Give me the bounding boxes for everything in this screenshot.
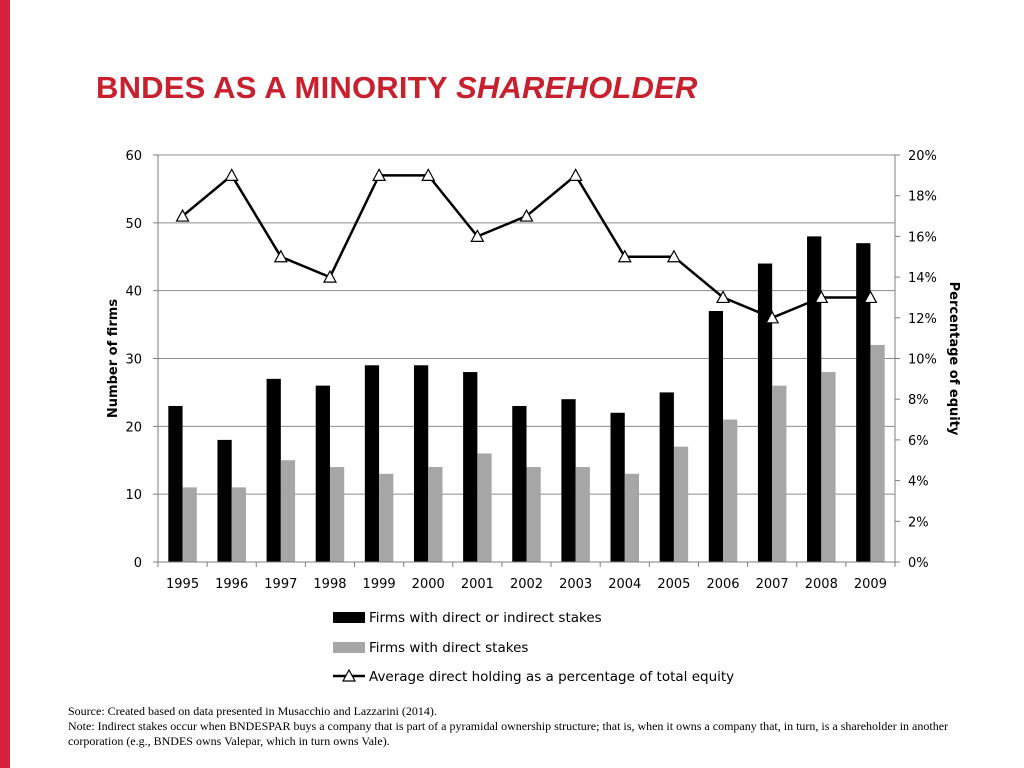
triangle-marker <box>224 168 239 181</box>
y-left-tick-label: 60 <box>125 149 142 164</box>
legend-label: Average direct holding as a percentage o… <box>369 669 734 685</box>
y-left-tick-label: 30 <box>125 353 142 368</box>
x-tick-label: 2002 <box>510 577 543 592</box>
y-left-tick-label: 10 <box>125 488 142 503</box>
y-left-tick-label: 0 <box>134 556 142 571</box>
triangle-marker <box>568 168 583 181</box>
line-series <box>175 168 878 324</box>
legend-swatch <box>333 612 365 623</box>
y-left-tick-label: 40 <box>125 285 142 300</box>
legend-label: Firms with direct stakes <box>369 640 528 656</box>
bar <box>659 392 674 562</box>
x-tick-label: 2003 <box>559 577 592 592</box>
y-right-tick-label: 18% <box>908 190 937 205</box>
x-tick-label: 1996 <box>215 577 248 592</box>
triangle-marker <box>765 310 780 324</box>
x-tick-label: 1998 <box>313 577 346 592</box>
triangle-marker <box>863 290 878 304</box>
y-right-tick-label: 6% <box>908 434 929 449</box>
triangle-marker <box>470 229 485 242</box>
y-left-tick-label: 50 <box>125 217 142 232</box>
bar <box>821 372 836 562</box>
bar <box>610 412 625 562</box>
bar <box>526 467 541 562</box>
x-tick-label: 2000 <box>412 577 445 592</box>
bar <box>624 473 640 562</box>
x-tick-label: 2009 <box>854 577 887 592</box>
y-left-axis-title: Number of firms <box>106 299 121 418</box>
bar <box>575 467 590 562</box>
y-right-tick-label: 4% <box>908 475 929 490</box>
bar <box>168 405 183 562</box>
legend-swatch <box>333 642 365 653</box>
bar <box>561 399 576 562</box>
bar <box>807 236 822 562</box>
triangle-marker <box>273 249 288 263</box>
bar <box>708 311 724 562</box>
bar <box>757 263 773 562</box>
y-right-tick-label: 10% <box>908 353 937 368</box>
bar <box>673 446 689 562</box>
bar <box>280 460 296 562</box>
x-tick-label: 2006 <box>706 577 739 592</box>
x-tick-label: 2007 <box>756 577 789 592</box>
triangle-marker <box>421 168 436 181</box>
bar <box>870 344 885 562</box>
bar <box>477 453 492 562</box>
axes <box>153 154 900 567</box>
bar <box>428 467 443 562</box>
indirect-stakes-note: Note: Indirect stakes occur when BNDESPA… <box>68 719 949 748</box>
source-note: Source: Created based on data presented … <box>68 704 437 718</box>
y-right-tick-label: 14% <box>908 271 937 286</box>
x-tick-label: 1997 <box>264 577 297 592</box>
y-left-tick-label: 20 <box>125 420 142 435</box>
chart: 0 10 20 30 40 50 60 0% 2% 4% 6% 8% 10% 12% 14% 16% 18% 20… <box>106 149 961 685</box>
y-right-tick-label: 20% <box>908 149 937 164</box>
bar <box>364 365 380 562</box>
x-tick-label: 1999 <box>363 577 396 592</box>
y-right-tick-label: 12% <box>908 312 937 327</box>
triangle-marker <box>322 269 337 283</box>
bar <box>413 365 429 562</box>
triangle-marker <box>519 208 534 222</box>
bar <box>315 385 330 562</box>
bar <box>856 243 871 562</box>
y-right-tick-label: 16% <box>908 230 937 245</box>
footnote: Source: Created based on data presented … <box>68 704 998 749</box>
triangle-marker <box>814 290 829 304</box>
bar <box>266 378 281 562</box>
x-tick-label: 2005 <box>657 577 690 592</box>
x-tick-label: 2001 <box>461 577 494 592</box>
bar <box>723 419 738 562</box>
legend: Firms with direct or indirect stakes Firm… <box>333 610 734 685</box>
triangle-marker <box>372 168 387 181</box>
x-tick-label: 2008 <box>805 577 838 592</box>
y-right-axis-title: Percentage of equity <box>946 282 961 436</box>
bar <box>182 487 197 562</box>
accent-bar <box>0 0 10 768</box>
x-tick-label: 2004 <box>608 577 641 592</box>
bar <box>329 467 345 562</box>
slide-title: BNDES AS A MINORITY SHAREHOLDER <box>96 70 698 106</box>
y-right-tick-label: 2% <box>908 515 929 530</box>
triangle-marker <box>617 249 632 263</box>
title-italic: SHAREHOLDER <box>455 70 698 105</box>
bar <box>231 487 246 562</box>
triangle-marker <box>716 290 731 304</box>
bar <box>379 473 394 562</box>
y-right-tick-label: 0% <box>908 556 929 571</box>
x-tick-label: 1995 <box>166 577 199 592</box>
y-right-tick-label: 8% <box>908 393 929 408</box>
title-main: BNDES AS A MINORITY <box>96 70 456 105</box>
bar <box>217 439 232 562</box>
legend-label: Firms with direct or indirect stakes <box>369 610 602 626</box>
bar <box>463 372 478 562</box>
bars <box>168 236 885 562</box>
triangle-marker <box>175 208 190 222</box>
tick-labels: 0 10 20 30 40 50 60 0% 2% 4% 6% 8% 10% 12% 14% 16% 18% 20… <box>125 149 936 592</box>
bar <box>772 385 787 562</box>
triangle-marker <box>666 249 681 263</box>
bar <box>512 405 527 562</box>
legend-triangle-marker <box>341 668 357 682</box>
